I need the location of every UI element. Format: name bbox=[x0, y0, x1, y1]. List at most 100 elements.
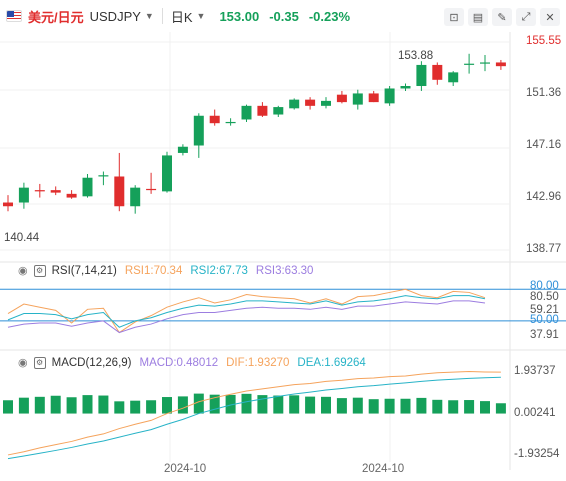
macd-tick-label: 1.93737 bbox=[514, 365, 556, 377]
candle-body bbox=[34, 190, 45, 192]
rsi-tick-label: 50.00 bbox=[530, 313, 559, 326]
candle-body bbox=[18, 187, 29, 203]
candle-body bbox=[193, 115, 204, 146]
macd-histogram-bar bbox=[98, 395, 109, 414]
toolbar-divider bbox=[161, 8, 163, 24]
macd-histogram-bar bbox=[209, 394, 220, 414]
macd-histogram-bar bbox=[34, 396, 45, 414]
toolbar-tools: ⊡ ▤ ✎ ⤢ ✕ bbox=[444, 8, 560, 26]
macd-histogram-bar bbox=[193, 393, 204, 414]
candle-body bbox=[98, 175, 109, 177]
price-tick-label: 138.77 bbox=[526, 243, 562, 255]
candle-body bbox=[352, 93, 363, 105]
candle-body bbox=[162, 155, 172, 192]
macd-histogram-bar bbox=[495, 403, 506, 414]
chart-toolbar: 美元/日元 USDJPY ▼ 日K ▼ 153.00 -0.35 -0.23% bbox=[0, 0, 566, 32]
macd-value: MACD:0.48012 bbox=[139, 356, 219, 369]
macd-histogram-bar bbox=[162, 397, 172, 414]
candle-body bbox=[241, 105, 252, 120]
rsi3-value: RSI3:63.30 bbox=[255, 264, 314, 277]
macd-histogram-bar bbox=[66, 397, 77, 414]
dea-line bbox=[7, 376, 501, 460]
last-price: 153.00 bbox=[219, 8, 260, 24]
macd-histogram-bar bbox=[177, 396, 188, 414]
candle-body bbox=[50, 190, 61, 193]
macd-histogram-bar bbox=[368, 399, 379, 414]
candle-body bbox=[384, 88, 395, 104]
candle-body bbox=[480, 62, 490, 64]
macd-histogram-bar bbox=[321, 396, 331, 414]
candle-body bbox=[289, 99, 300, 109]
price-tick-label: 147.16 bbox=[526, 139, 562, 151]
candle-body bbox=[130, 187, 141, 207]
candle-body bbox=[336, 94, 347, 103]
dea-value: DEA:1.69264 bbox=[297, 356, 366, 369]
macd-histogram-bar bbox=[82, 395, 93, 414]
dif-value: DIF:1.93270 bbox=[226, 356, 290, 369]
macd-histogram-bar bbox=[480, 401, 490, 414]
candle-body bbox=[209, 115, 220, 124]
period-selector[interactable]: 日K bbox=[170, 9, 193, 25]
price-tick-label: 151.36 bbox=[526, 86, 562, 99]
macd-histogram-bar bbox=[352, 397, 363, 414]
macd-histogram-bar bbox=[448, 400, 459, 414]
draw-icon[interactable]: ✎ bbox=[492, 8, 512, 26]
macd-histogram-bar bbox=[146, 400, 157, 414]
rsi-tick-label: 80.00 bbox=[530, 280, 559, 293]
candle-body bbox=[448, 72, 459, 83]
rsi1-line bbox=[7, 288, 486, 334]
price-change: -0.35 bbox=[269, 8, 299, 24]
candle-body bbox=[114, 176, 125, 207]
macd-histogram-bar bbox=[416, 397, 427, 414]
rsi2-line bbox=[7, 295, 486, 328]
rsi-title: RSI(7,14,21) bbox=[51, 264, 117, 277]
price-tick-label: 142.96 bbox=[526, 191, 562, 204]
candle-body bbox=[368, 93, 379, 103]
macd-histogram-bar bbox=[400, 398, 411, 414]
chart-style-icon[interactable]: ▤ bbox=[468, 8, 488, 26]
macd-title: MACD(12,26,9) bbox=[51, 356, 132, 369]
chevron-down-icon: ▼ bbox=[144, 11, 154, 21]
rsi3-line bbox=[7, 300, 486, 334]
price-change-percent: -0.23% bbox=[308, 8, 351, 24]
macd-histogram-bar bbox=[305, 396, 316, 414]
settings-icon[interactable]: ⚙ bbox=[33, 264, 46, 277]
candle-body bbox=[273, 107, 284, 115]
close-icon[interactable]: ✕ bbox=[540, 8, 560, 26]
rsi2-value: RSI2:67.73 bbox=[190, 264, 248, 277]
eye-icon[interactable]: ◉ bbox=[18, 357, 28, 369]
macd-histogram-bar bbox=[114, 401, 125, 414]
symbol-selector[interactable]: 美元/日元 USDJPY ▼ bbox=[6, 7, 154, 26]
rsi1-value: RSI1:70.34 bbox=[124, 264, 183, 277]
candle-body bbox=[416, 64, 427, 87]
macd-histogram-bar bbox=[225, 394, 236, 414]
macd-histogram-bar bbox=[432, 399, 443, 414]
candle-body bbox=[177, 146, 188, 153]
rsi-legend: ◉ ⚙ RSI(7,14,21) RSI1:70.34 RSI2:67.73 R… bbox=[18, 264, 313, 277]
candle-body bbox=[464, 63, 475, 65]
macd-tick-label: -1.93254 bbox=[514, 448, 560, 460]
candle-body bbox=[400, 86, 411, 89]
candle-body bbox=[146, 188, 157, 191]
settings-icon[interactable]: ⚙ bbox=[33, 356, 46, 369]
pair-label: 美元/日元 bbox=[28, 9, 84, 25]
time-tick-label: 2024-10 bbox=[164, 463, 207, 475]
candle-body bbox=[82, 177, 93, 197]
candle-body bbox=[432, 64, 443, 80]
rsi-tick-label: 37.91 bbox=[530, 328, 559, 341]
crop-icon[interactable]: ⊡ bbox=[444, 8, 464, 26]
macd-histogram-bar bbox=[384, 398, 395, 414]
macd-histogram-bar bbox=[50, 395, 61, 414]
eye-icon[interactable]: ◉ bbox=[18, 265, 28, 277]
rsi-tick-label: 59.21 bbox=[530, 304, 559, 317]
macd-tick-label: 0.00241 bbox=[514, 406, 556, 419]
candle-body bbox=[66, 193, 77, 198]
dif-line bbox=[7, 371, 501, 456]
rsi-tick-label: 80.50 bbox=[530, 290, 559, 303]
macd-histogram-bar bbox=[241, 393, 252, 414]
fullscreen-icon[interactable]: ⤢ bbox=[516, 8, 536, 26]
chevron-down-icon[interactable]: ▼ bbox=[196, 11, 206, 21]
macd-histogram-bar bbox=[273, 395, 284, 414]
macd-histogram-bar bbox=[3, 400, 13, 414]
